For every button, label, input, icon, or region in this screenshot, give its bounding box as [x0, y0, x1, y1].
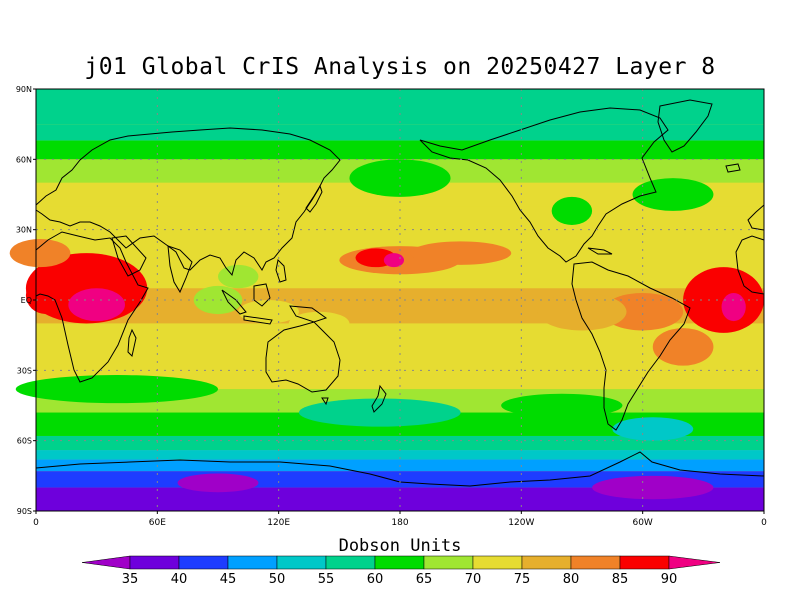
- latitude-label: 60S: [17, 437, 32, 446]
- colorbar-swatch: [178, 555, 229, 570]
- coastline-tasmania: [321, 397, 329, 406]
- colorbar-tick-label: 70: [465, 572, 482, 587]
- field-feature: [592, 475, 714, 500]
- longitude-label: 120W: [508, 518, 534, 528]
- field-feature: [15, 375, 218, 404]
- coastline-south-america: [571, 261, 691, 431]
- colorbar-swatch: [472, 555, 523, 570]
- coastline-africa-wrap: [735, 235, 765, 295]
- colorbar-swatch: [325, 555, 376, 570]
- coastline-australia: [265, 321, 341, 393]
- latitude-label: 60N: [16, 155, 32, 164]
- field-feature: [602, 292, 684, 331]
- coastline-europe-wrap: [747, 204, 765, 231]
- zonal-band: [36, 435, 764, 451]
- map-grid: [36, 89, 764, 511]
- colorbar-tick-label: 90: [661, 572, 678, 587]
- coastline-iceland: [725, 163, 741, 173]
- field-feature: [298, 398, 461, 427]
- field-feature: [551, 196, 593, 225]
- zonal-band: [36, 487, 764, 511]
- map-title: j01 Global CrIS Analysis on 20250427 Lay…: [84, 54, 716, 80]
- field-feature: [721, 292, 746, 322]
- coastline-india: [167, 245, 193, 294]
- colorbar-swatch: [374, 555, 425, 570]
- field-feature: [537, 292, 627, 331]
- longitude-label: 0: [761, 518, 767, 528]
- field-feature: [193, 285, 243, 315]
- longitude-labels: 0 60E 120E 180 120W 60W 0: [33, 511, 767, 528]
- colorbar-label: Dobson Units: [338, 536, 462, 556]
- latitude-label: EQ: [21, 296, 32, 305]
- longitude-label: 180: [391, 518, 408, 528]
- field-feature: [9, 239, 71, 268]
- colorbar-tick-label: 75: [514, 572, 531, 587]
- colorbar-swatch: [81, 555, 131, 570]
- coastline-newzealand: [371, 384, 387, 413]
- colorbar-tick-label: 50: [269, 572, 286, 587]
- coastline-java: [243, 315, 273, 325]
- colorbar-swatch: [570, 555, 621, 570]
- field-feature: [288, 311, 350, 336]
- longitude-label: 60W: [632, 518, 652, 528]
- colorbar-tick-label: 60: [367, 572, 384, 587]
- latitude-labels: 90N 60N 30N EQ 30S 60S 90S: [16, 85, 36, 516]
- field-feature: [632, 178, 714, 211]
- field-feature: [383, 253, 405, 268]
- coastline-africa: [35, 231, 149, 383]
- coastline-eurasia: [35, 127, 341, 277]
- latitude-label: 30S: [17, 366, 32, 375]
- zonal-band: [36, 140, 764, 160]
- longitude-label: 120E: [267, 518, 290, 528]
- field-feature: [652, 328, 714, 366]
- coastline-borneo: [253, 283, 271, 307]
- field-feature: [410, 241, 512, 265]
- field-feature: [218, 264, 259, 289]
- field-features: [9, 159, 764, 500]
- longitude-label: 60E: [149, 518, 166, 528]
- colorbar-swatch: [423, 555, 474, 570]
- coastline-north-america: [419, 107, 669, 263]
- coastline-sumatra: [221, 289, 247, 315]
- colorbar-tick-label: 85: [612, 572, 629, 587]
- field-feature: [501, 393, 623, 418]
- coastline-japan: [305, 184, 323, 213]
- colorbar-swatch: [521, 555, 572, 570]
- colorbar-tick-label: 65: [416, 572, 433, 587]
- coastline-antarctica: [35, 451, 765, 487]
- field-feature: [177, 473, 259, 493]
- coastlines: [35, 99, 765, 487]
- latitude-label: 90S: [17, 507, 32, 516]
- colorbar: 35 40 45 50 55 60 65 70 75 80 85 90: [81, 555, 721, 587]
- colorbar-tick-label: 35: [122, 572, 139, 587]
- coastline-philippines: [275, 258, 287, 283]
- field-feature: [612, 417, 694, 441]
- coastline-madagascar: [127, 328, 137, 357]
- colorbar-tick-label: 45: [220, 572, 237, 587]
- colorbar-swatch: [276, 555, 327, 570]
- colorbar-swatch: [619, 555, 670, 570]
- latitude-label: 30N: [16, 226, 32, 235]
- coastline-cuba: [587, 247, 613, 255]
- longitude-label: 0: [33, 518, 39, 528]
- zonal-band: [36, 124, 764, 141]
- zonal-band: [36, 450, 764, 460]
- latitude-label: 90N: [16, 85, 32, 94]
- colorbar-tick-label: 40: [171, 572, 188, 587]
- colorbar-swatch: [668, 555, 721, 570]
- coastline-arabia: [111, 235, 147, 277]
- colorbar-tick-label: 80: [563, 572, 580, 587]
- coastline-newguinea: [289, 305, 328, 323]
- colorbar-swatch: [227, 555, 278, 570]
- coastline-greenland: [657, 99, 713, 153]
- colorbar-swatch: [129, 555, 180, 570]
- colorbar-tick-label: 55: [318, 572, 335, 587]
- field-feature: [68, 288, 125, 322]
